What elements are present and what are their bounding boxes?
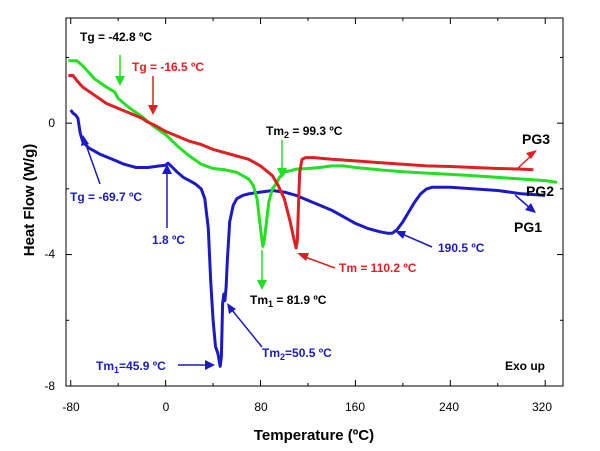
x-axis-title: Temperature (ºC) (254, 427, 374, 444)
series-end-arrow-pg1 (514, 194, 536, 213)
y-tick-label: 0 (48, 116, 55, 130)
plot-frame (65, 17, 564, 387)
annotation-pg1-190: 190.5 ºC (438, 241, 485, 255)
annotation-pg1-1-8: 1.8 ºC (152, 233, 185, 247)
series-label-pg2: PG2 (526, 183, 554, 199)
series-line-pg1 (69, 109, 546, 368)
y-axis-title: Heat Flow (W/g) (21, 144, 38, 257)
series-line-pg2 (68, 59, 558, 248)
annotation-tm2-pg1: Tm2=50.5 ºC (262, 346, 332, 362)
annotation-tm-pg3: Tm = 110.2 ºC (339, 261, 417, 275)
x-tick-label: 80 (254, 400, 268, 414)
annotation-arrows (81, 55, 433, 370)
series-label-pg3: PG3 (522, 131, 550, 147)
x-tick-label: 160 (345, 400, 365, 414)
annotation-tm1-pg2: Tm1 = 81.9 ºC (250, 293, 327, 309)
annotation-tm2-pg2: Tm2 = 99.3 ºC (266, 124, 343, 140)
axis-ticks (66, 18, 563, 387)
y-tick-label: -4 (44, 247, 55, 261)
x-tick-label: 240 (439, 400, 459, 414)
exo-up-label: Exo up (505, 359, 545, 373)
y-tick-label: -8 (44, 379, 55, 393)
series-label-pg1: PG1 (514, 219, 542, 235)
annotation-tm1-pg1: Tm1=45.9 ºC (96, 359, 166, 375)
x-tick-label: 0 (163, 400, 170, 414)
annotation-tg-pg1: Tg = -69.7 ºC (70, 190, 142, 204)
x-tick-label: -80 (62, 400, 80, 414)
series-line-pg3 (68, 74, 534, 250)
annotation-tg-pg2: Tg = -42.8 ºC (80, 30, 152, 44)
x-tick-label: 320 (532, 400, 552, 414)
series-end-arrow-pg3 (517, 150, 537, 169)
annotation-tg-pg3: Tg = -16.5 ºC (132, 60, 204, 74)
